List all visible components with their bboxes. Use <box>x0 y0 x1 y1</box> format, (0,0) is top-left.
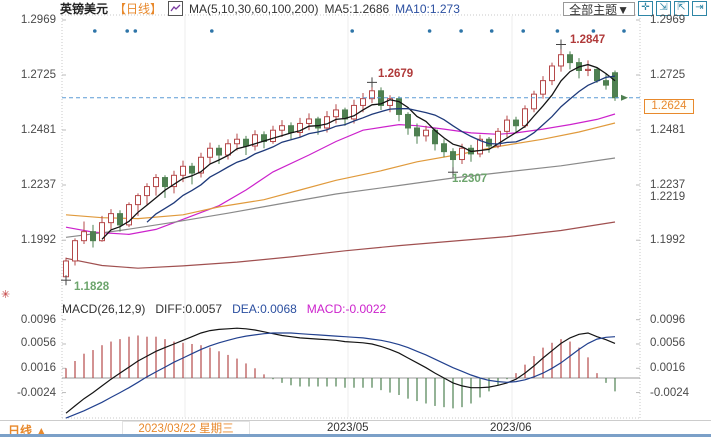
period-tag: 【日线】 <box>114 2 163 16</box>
price-axis-label-right: 1.2481 <box>650 124 686 136</box>
indicator-settings-icon[interactable]: ✳ <box>1 289 11 301</box>
price-axis-label-right: 1.2725 <box>650 69 686 81</box>
ma10-value: MA10:1.273 <box>395 1 460 16</box>
low-annotation: 1.1828 <box>74 281 110 293</box>
macd-axis-label-left: 0.0096 <box>20 314 56 326</box>
chart-gridlines <box>61 14 641 419</box>
price-axis-label-left: 1.2481 <box>20 124 56 136</box>
price-axis-label-right: 1.2969 <box>650 14 686 26</box>
high-annotation: 1.2847 <box>570 34 606 46</box>
ma-group-label: MA(5,10,30,60,100,200) <box>189 1 319 16</box>
low-annotation: 1.2307 <box>452 173 488 185</box>
theme-dropdown[interactable]: 全部主题▼ <box>563 1 635 17</box>
fast-ma-lines <box>101 63 616 240</box>
price-axis-label-right: 1.1992 <box>650 234 686 246</box>
macd-axis-label-left: 0.0056 <box>20 337 56 349</box>
macd-axis-label-right: 0.0096 <box>650 314 686 326</box>
selected-date-label: 2023/03/22 星期三 <box>122 421 250 437</box>
ma5-value: MA5:1.2686 <box>324 1 390 16</box>
x-axis-tick-label: 2023/05 <box>327 422 369 434</box>
macd-macd-value: MACD:-0.0022 <box>306 302 387 316</box>
window-bottom-edge <box>0 434 711 437</box>
orange-level-label: 1.2219 <box>650 191 686 203</box>
macd-diff-value: DIFF:0.0057 <box>155 302 223 316</box>
extreme-markers <box>61 39 566 286</box>
zoom-reset-icon[interactable]: ⇱ <box>674 1 689 16</box>
chart-controls: 全部主题▼ ✛ ⇲ ⇱ ⇥ <box>563 1 707 17</box>
current-price-line <box>62 94 640 101</box>
symbol-title: 英镑美元 <box>60 2 109 16</box>
ma-indicator-icon[interactable] <box>168 1 184 16</box>
macd-name: MACD(26,12,9) <box>62 302 146 316</box>
event-dots <box>93 29 626 33</box>
period-selector[interactable]: 日线 ▲ <box>8 424 48 437</box>
macd-dea-value: DEA:0.0068 <box>232 302 297 316</box>
exit-icon[interactable]: ⇥ <box>692 1 707 16</box>
chart-legend: 英镑美元 【日线】 MA(5,10,30,60,100,200) MA5:1.2… <box>60 1 460 16</box>
price-axis-label-left: 1.1992 <box>20 234 56 246</box>
price-axis-label-left: 1.2969 <box>20 14 56 26</box>
macd-axis-label-left: -0.0024 <box>16 387 56 399</box>
macd-axis-label-right: -0.0024 <box>650 387 690 399</box>
price-axis-label-left: 1.2725 <box>20 69 56 81</box>
price-axis-label-left: 1.2237 <box>20 179 56 191</box>
macd-axis-label-right: 0.0016 <box>650 362 686 374</box>
current-price-badge: 1.2624 <box>644 99 694 114</box>
macd-axis-label-left: 0.0016 <box>20 362 56 374</box>
time-axis-bar: 日线 ▲ 2023/03/22 星期三 2023/05 2023/06 <box>0 420 711 437</box>
macd-axis-label-right: 0.0056 <box>650 337 686 349</box>
zoom-region-icon[interactable]: ⇲ <box>656 1 671 16</box>
macd-legend: MACD(26,12,9) DIFF:0.0057 DEA:0.0068 MAC… <box>62 302 386 316</box>
high-annotation: 1.2679 <box>378 68 414 80</box>
candlesticks <box>63 47 618 278</box>
pan-icon[interactable]: ✛ <box>638 1 653 16</box>
x-axis-tick-label: 2023/06 <box>490 422 532 434</box>
macd-panel <box>62 327 640 419</box>
price-axis-label-right: 1.2237 <box>650 179 686 191</box>
